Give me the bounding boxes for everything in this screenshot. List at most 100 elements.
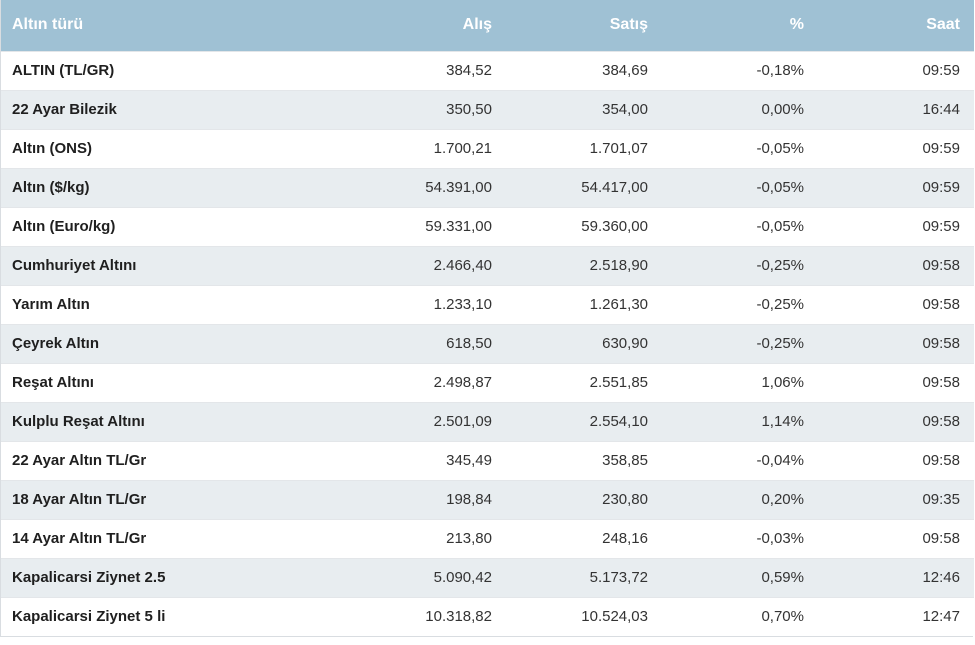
percent-change-cell: -0,05% [756,179,804,196]
gold-type-cell: ALTIN (TL/GR) [12,62,115,79]
gold-type-cell: Kulplu Reşat Altını [12,413,145,430]
table-row: Altın ($/kg) 54.391,00 54.417,00 -0,05% 09:5… [1,168,974,207]
table-row: 14 Ayar Altın TL/Gr 213,80 248,16 -0,03% 09:… [1,519,974,558]
sell-price-cell: 354,00 [602,101,648,118]
buy-price-cell: 198,84 [446,491,492,508]
header-gold-type[interactable]: Altın türü [12,16,84,34]
gold-type-cell: 22 Ayar Altın TL/Gr [12,452,147,469]
buy-price-cell: 1.233,10 [433,296,492,313]
time-cell: 09:59 [922,62,960,79]
table-row: 22 Ayar Bilezik 350,50 354,00 0,00% 16:44 [1,90,974,129]
sell-price-cell: 630,90 [602,335,648,352]
gold-type-cell: Kapalicarsi Ziynet 2.5 [12,569,166,586]
buy-price-cell: 2.466,40 [433,257,492,274]
table-row: 18 Ayar Altın TL/Gr 198,84 230,80 0,20% 09:3… [1,480,974,519]
buy-price-cell: 350,50 [446,101,492,118]
gold-type-cell: Altın (Euro/kg) [12,218,116,235]
sell-price-cell: 59.360,00 [581,218,648,235]
time-cell: 09:58 [922,413,960,430]
percent-change-cell: -0,05% [756,218,804,235]
gold-type-cell: 18 Ayar Altın TL/Gr [12,491,147,508]
table-row: Cumhuriyet Altını 2.466,40 2.518,90 -0,25% 0… [1,246,974,285]
header-time[interactable]: Saat [926,16,960,34]
table-body: ALTIN (TL/GR) 384,52 384,69 -0,18% 09:59 22 A… [1,51,974,636]
time-cell: 09:58 [922,374,960,391]
table-row: 22 Ayar Altın TL/Gr 345,49 358,85 -0,04% 09:… [1,441,974,480]
percent-change-cell: -0,25% [756,257,804,274]
sell-price-cell: 1.701,07 [589,140,648,157]
percent-change-cell: -0,25% [756,296,804,313]
sell-price-cell: 2.554,10 [589,413,648,430]
sell-price-cell: 2.551,85 [589,374,648,391]
buy-price-cell: 10.318,82 [425,608,492,626]
buy-price-cell: 5.090,42 [433,569,492,586]
percent-change-cell: -0,03% [756,530,804,547]
header-buy[interactable]: Alış [462,16,492,34]
table-row: Altın (ONS) 1.700,21 1.701,07 -0,05% 09:59 [1,129,974,168]
time-cell: 09:58 [922,452,960,469]
percent-change-cell: -0,25% [756,335,804,352]
gold-type-cell: Yarım Altın [12,296,90,313]
table-row: Kapalicarsi Ziynet 2.5 5.090,42 5.173,72 0,… [1,558,974,597]
time-cell: 09:58 [922,296,960,313]
time-cell: 16:44 [922,101,960,118]
percent-change-cell: 0,59% [761,569,804,586]
table-row: Kulplu Reşat Altını 2.501,09 2.554,10 1,14%… [1,402,974,441]
percent-change-cell: 0,20% [761,491,804,508]
time-cell: 12:47 [922,608,960,626]
sell-price-cell: 230,80 [602,491,648,508]
sell-price-cell: 5.173,72 [589,569,648,586]
percent-change-cell: 0,70% [761,608,804,626]
percent-change-cell: 1,14% [761,413,804,430]
table-row: Altın (Euro/kg) 59.331,00 59.360,00 -0,05% 0… [1,207,974,246]
percent-change-cell: -0,05% [756,140,804,157]
gold-type-cell: Kapalicarsi Ziynet 5 li [12,608,166,626]
gold-type-cell: Altın (ONS) [12,140,92,157]
table-row: Yarım Altın 1.233,10 1.261,30 -0,25% 09:58 [1,285,974,324]
percent-change-cell: -0,18% [756,62,804,79]
buy-price-cell: 1.700,21 [433,140,492,157]
time-cell: 09:35 [922,491,960,508]
table-row: Reşat Altını 2.498,87 2.551,85 1,06% 09:58 [1,363,974,402]
header-row: Altın türü Alış Satış % Saat [1,0,974,51]
time-cell: 09:58 [922,335,960,352]
percent-change-cell: 1,06% [761,374,804,391]
time-cell: 09:59 [922,179,960,196]
gold-type-cell: Cumhuriyet Altını [12,257,137,274]
buy-price-cell: 213,80 [446,530,492,547]
time-cell: 09:59 [922,218,960,235]
header-percent-change[interactable]: % [789,16,804,34]
gold-type-cell: 14 Ayar Altın TL/Gr [12,530,147,547]
buy-price-cell: 384,52 [446,62,492,79]
sell-price-cell: 384,69 [602,62,648,79]
sell-price-cell: 2.518,90 [589,257,648,274]
table-header: Altın türü Alış Satış % Saat [1,0,974,51]
gold-type-cell: Altın ($/kg) [12,179,90,196]
buy-price-cell: 59.331,00 [425,218,492,235]
sell-price-cell: 358,85 [602,452,648,469]
gold-type-cell: 22 Ayar Bilezik [12,101,117,118]
time-cell: 12:46 [922,569,960,586]
buy-price-cell: 345,49 [446,452,492,469]
buy-price-cell: 2.501,09 [433,413,492,430]
time-cell: 09:59 [922,140,960,157]
sell-price-cell: 248,16 [602,530,648,547]
buy-price-cell: 54.391,00 [425,179,492,196]
header-sell[interactable]: Satış [609,16,648,34]
table-row: Çeyrek Altın 618,50 630,90 -0,25% 09:58 [1,324,974,363]
sell-price-cell: 1.261,30 [589,296,648,313]
sell-price-cell: 54.417,00 [581,179,648,196]
buy-price-cell: 2.498,87 [433,374,492,391]
gold-type-cell: Çeyrek Altın [12,335,99,352]
table-row: ALTIN (TL/GR) 384,52 384,69 -0,18% 09:59 [1,51,974,90]
table-row: Kapalicarsi Ziynet 5 li 10.318,82 10.524,0… [1,597,974,636]
gold-type-cell: Reşat Altını [12,374,94,391]
time-cell: 09:58 [922,257,960,274]
percent-change-cell: 0,00% [761,101,804,118]
time-cell: 09:58 [922,530,960,547]
sell-price-cell: 10.524,03 [581,608,648,626]
buy-price-cell: 618,50 [446,335,492,352]
percent-change-cell: -0,04% [756,452,804,469]
